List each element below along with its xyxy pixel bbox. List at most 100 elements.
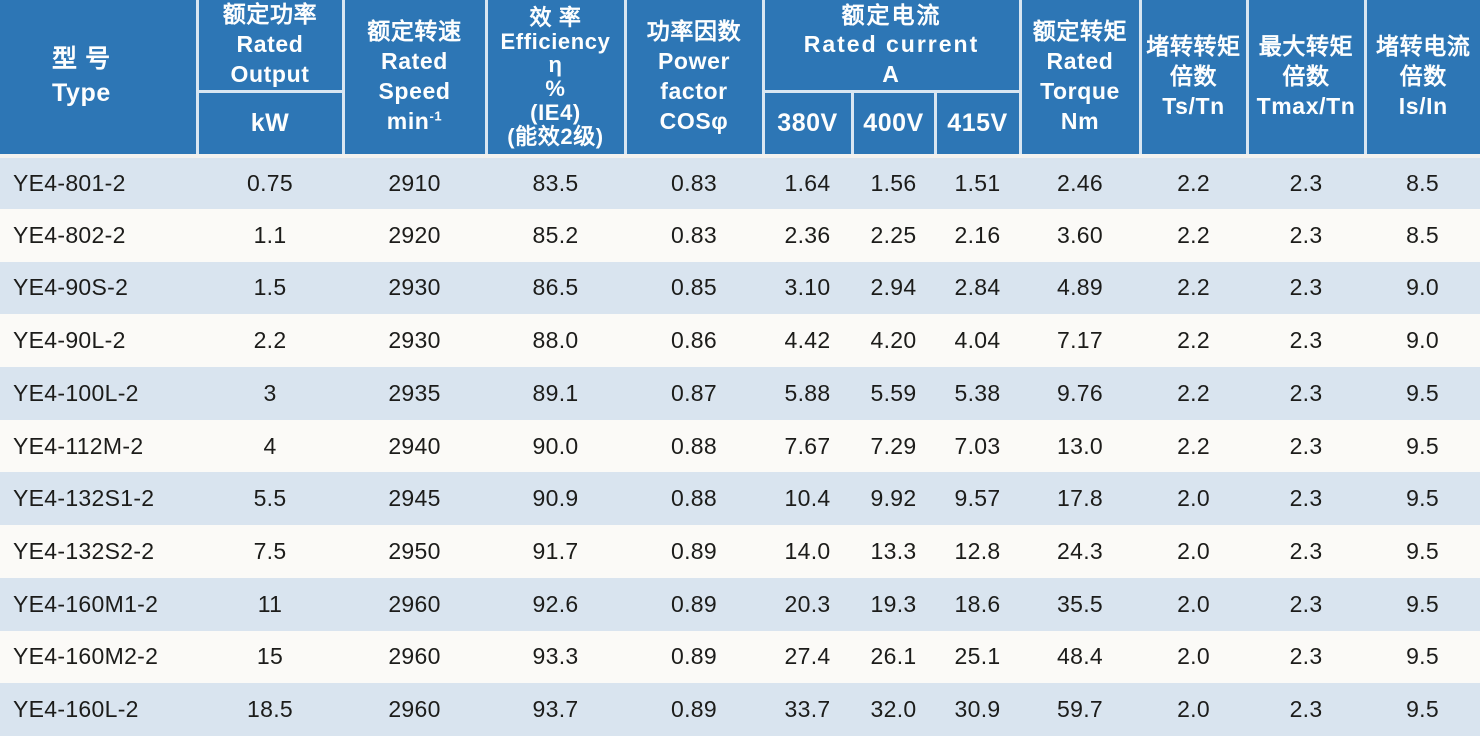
cell-current-380v: 33.7 <box>784 696 831 723</box>
table-row: YE4-160M1-2 11 2960 92.6 0.89 20.3 19.3 18.6 35.… <box>0 577 1480 631</box>
cell-ts-tn: 2.2 <box>1177 274 1210 301</box>
cell-type: YE4-802-2 <box>13 221 126 248</box>
table-row: YE4-112M-2 4 2940 90.0 0.88 7.67 7.29 7.03 13.0 2… <box>0 419 1480 473</box>
cell-output-kw: 1.1 <box>253 221 287 248</box>
cell-speed: 2935 <box>388 379 441 406</box>
cell-current-415v: 9.57 <box>954 485 1001 512</box>
cell-tmax-tn: 2.3 <box>1289 590 1323 617</box>
cell-speed: 2930 <box>388 327 441 354</box>
cell-tmax-tn: 2.3 <box>1289 379 1323 406</box>
cell-current-400v: 2.25 <box>870 221 917 248</box>
cell-current-380v: 3.10 <box>784 274 831 301</box>
cell-torque-nm: 7.17 <box>1057 327 1103 354</box>
cell-is-in: 9.5 <box>1406 379 1439 406</box>
cell-torque-nm: 13.0 <box>1057 432 1103 459</box>
cell-efficiency: 85.2 <box>532 221 579 248</box>
cell-efficiency: 93.3 <box>532 643 579 670</box>
col-header-tmax-tn: 最大转矩 倍数 Tmax/Tn <box>1245 0 1365 157</box>
cell-type: YE4-801-2 <box>0 154 197 209</box>
cell-current-415v: 25.1 <box>954 643 1001 670</box>
cell-torque-nm: 2.46 <box>1020 154 1140 209</box>
cell-current-415v: 4.04 <box>954 327 1001 354</box>
col-header-rated-output: 额定功率 Rated Output <box>195 0 343 92</box>
cell-tmax-tn: 2.3 <box>1289 696 1323 723</box>
cell-ts-tn: 2.0 <box>1177 643 1210 670</box>
cell-ts-tn: 2.0 <box>1177 590 1210 617</box>
table-row: YE4-801-2 0.75 2910 83.5 0.83 1.64 1.56 1.51 2.4… <box>0 154 1480 209</box>
cell-output-kw: 15 <box>256 643 284 670</box>
cell-power-factor: 0.88 <box>671 432 717 459</box>
cell-power-factor: 0.83 <box>625 154 763 209</box>
cell-tmax-tn: 2.3 <box>1289 327 1323 354</box>
cell-type: YE4-132S2-2 <box>13 537 155 564</box>
cell-speed: 2910 <box>343 154 486 209</box>
col-header-type-en: Type <box>52 79 111 108</box>
cell-tmax-tn: 2.3 <box>1289 274 1323 301</box>
cell-power-factor: 0.85 <box>671 274 717 301</box>
cell-is-in: 8.5 <box>1365 154 1480 209</box>
cell-ts-tn: 2.2 <box>1177 221 1210 248</box>
cell-current-400v: 9.92 <box>870 485 917 512</box>
cell-current-380v: 7.67 <box>784 432 831 459</box>
cell-is-in: 9.5 <box>1406 696 1439 723</box>
cell-speed: 2960 <box>388 643 441 670</box>
cell-efficiency: 86.5 <box>532 274 579 301</box>
cell-current-380v: 14.0 <box>784 537 831 564</box>
col-header-rated-current: 额定电流 Rated current A <box>761 0 1020 92</box>
cell-current-380v: 27.4 <box>784 643 831 670</box>
cell-current-400v: 2.94 <box>870 274 917 301</box>
table-body: YE4-801-2 0.75 2910 83.5 0.83 1.64 1.56 1.51 2.4… <box>0 154 1480 736</box>
col-header-type: 型 号 Type <box>0 0 197 157</box>
table-row: YE4-160L-2 18.5 2960 93.7 0.89 33.7 32.0 30.9 59… <box>0 683 1480 736</box>
table-row: YE4-90L-2 2.2 2930 88.0 0.86 4.42 4.20 4.04 7.17… <box>0 314 1480 367</box>
cell-efficiency: 93.7 <box>532 696 579 723</box>
cell-ts-tn: 2.2 <box>1140 154 1247 209</box>
cell-torque-nm: 3.60 <box>1057 221 1103 248</box>
cell-current-380v: 20.3 <box>784 590 831 617</box>
cell-torque-nm: 48.4 <box>1057 643 1103 670</box>
col-header-efficiency: 效 率 Efficiency η % (IE4) (能效2级) <box>484 0 625 157</box>
cell-speed: 2930 <box>388 274 441 301</box>
cell-output-kw: 18.5 <box>247 696 293 723</box>
cell-current-415v: 30.9 <box>954 696 1001 723</box>
cell-output-kw: 3 <box>263 379 277 406</box>
cell-type: YE4-160M1-2 <box>13 590 159 617</box>
cell-type: YE4-160L-2 <box>13 696 139 723</box>
cell-power-factor: 0.88 <box>671 485 717 512</box>
cell-torque-nm: 24.3 <box>1057 537 1103 564</box>
table-row: YE4-132S1-2 5.5 2945 90.9 0.88 10.4 9.92 9.57 17… <box>0 472 1480 526</box>
cell-current-415v: 18.6 <box>954 590 1001 617</box>
cell-tmax-tn: 2.3 <box>1289 643 1323 670</box>
cell-speed: 2945 <box>388 485 441 512</box>
table-header: 型 号 Type 额定功率 Rated Output 额定转速 Rated Sp… <box>0 0 1480 157</box>
col-header-rated-torque: 额定转矩 Rated Torque Nm <box>1018 0 1140 157</box>
cell-ts-tn: 2.2 <box>1177 379 1210 406</box>
cell-current-415v: 12.8 <box>954 537 1001 564</box>
cell-current-415v: 2.84 <box>954 274 1001 301</box>
cell-speed: 2940 <box>388 432 441 459</box>
cell-speed: 2960 <box>388 590 441 617</box>
cell-power-factor: 0.89 <box>671 590 717 617</box>
cell-current-400v: 13.3 <box>870 537 917 564</box>
cell-current-400v: 4.20 <box>870 327 917 354</box>
cell-ts-tn: 2.2 <box>1177 327 1210 354</box>
cell-efficiency: 91.7 <box>532 537 579 564</box>
col-header-400v: 400V <box>850 89 935 157</box>
cell-efficiency: 90.9 <box>532 485 579 512</box>
col-header-power-factor: 功率因数 Power factor COSφ <box>623 0 763 157</box>
cell-output-kw: 7.5 <box>253 537 287 564</box>
cell-is-in: 9.5 <box>1406 537 1439 564</box>
cell-torque-nm: 59.7 <box>1057 696 1103 723</box>
cell-is-in: 9.5 <box>1406 643 1439 670</box>
cell-tmax-tn: 2.3 <box>1289 221 1323 248</box>
cell-power-factor: 0.83 <box>671 221 717 248</box>
col-header-rated-speed: 额定转速 Rated Speed min-1 <box>341 0 486 157</box>
cell-speed: 2920 <box>388 221 441 248</box>
cell-current-400v: 32.0 <box>870 696 917 723</box>
col-header-rated-speed-text: 额定转速 Rated Speed <box>367 18 462 105</box>
cell-current-415v: 1.51 <box>935 154 1020 209</box>
cell-torque-nm: 17.8 <box>1057 485 1103 512</box>
cell-current-415v: 7.03 <box>954 432 1001 459</box>
cell-tmax-tn: 2.3 <box>1289 485 1323 512</box>
